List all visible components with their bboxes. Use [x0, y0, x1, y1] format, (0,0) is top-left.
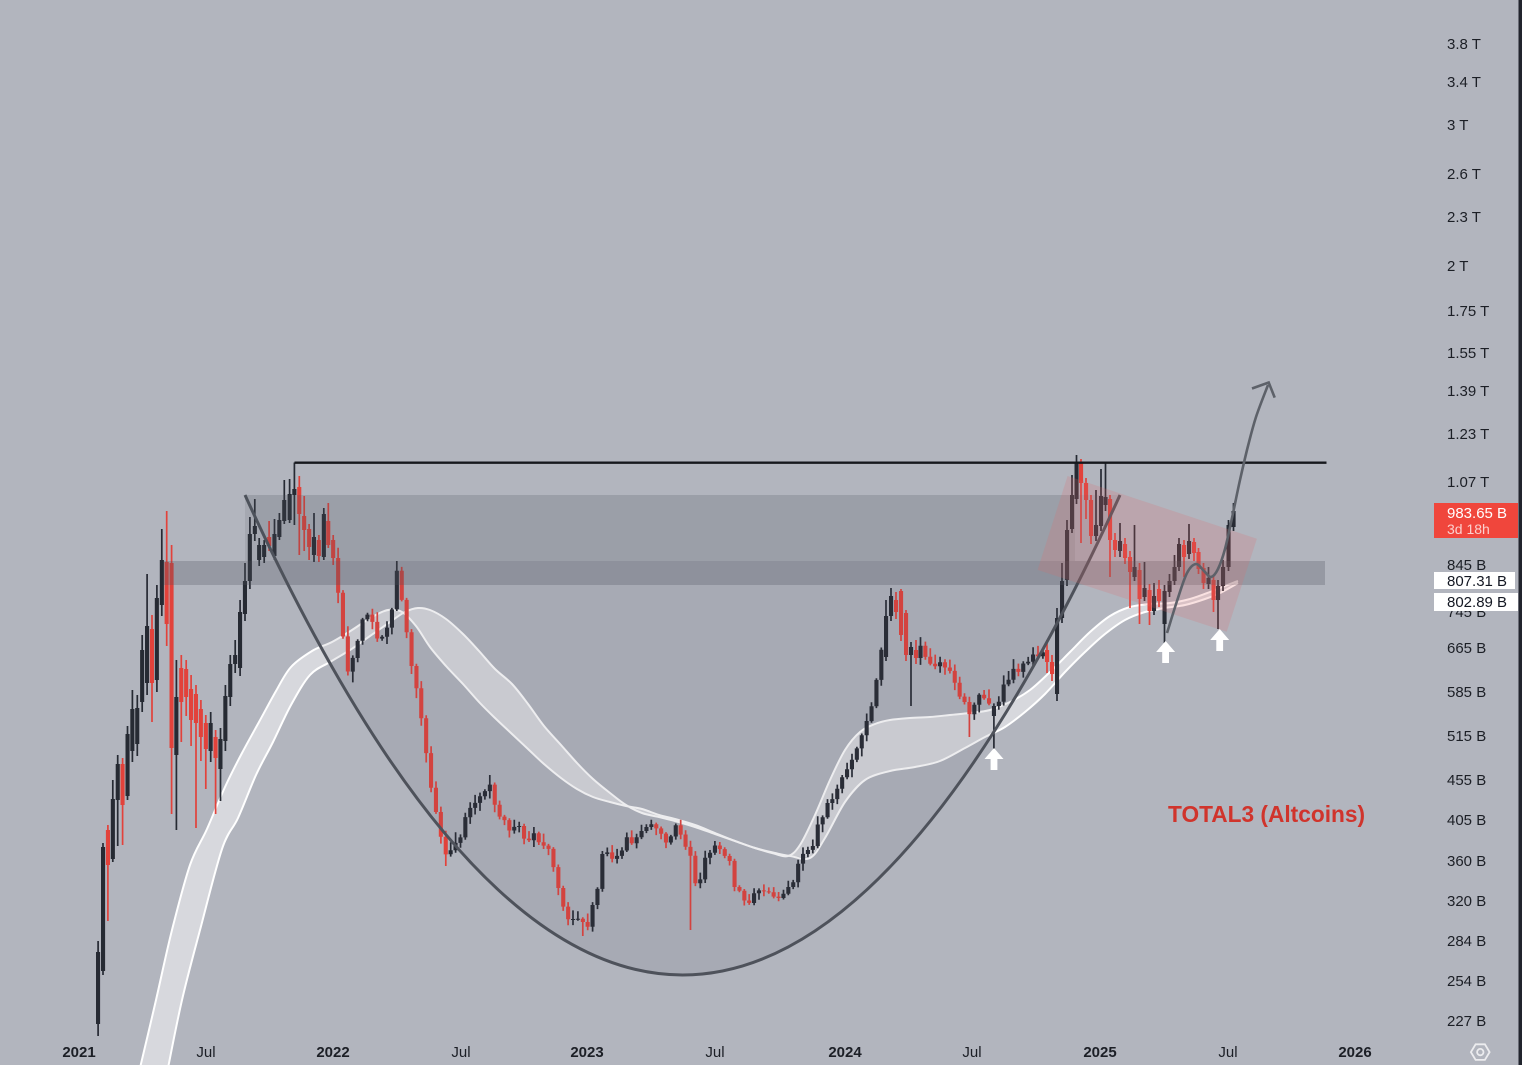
svg-text:807.31 B: 807.31 B [1447, 573, 1507, 590]
svg-text:2021: 2021 [62, 1044, 95, 1061]
svg-text:802.89 B: 802.89 B [1447, 594, 1507, 611]
svg-text:Jul: Jul [705, 1044, 724, 1061]
svg-text:1.23 T: 1.23 T [1447, 426, 1489, 443]
svg-text:2.3 T: 2.3 T [1447, 209, 1481, 226]
svg-text:455 B: 455 B [1447, 772, 1486, 789]
svg-text:2025: 2025 [1083, 1044, 1116, 1061]
svg-text:Jul: Jul [196, 1044, 215, 1061]
svg-text:2026: 2026 [1338, 1044, 1371, 1061]
svg-text:1.55 T: 1.55 T [1447, 345, 1489, 362]
svg-text:284 B: 284 B [1447, 933, 1486, 950]
svg-text:585 B: 585 B [1447, 684, 1486, 701]
svg-text:515 B: 515 B [1447, 728, 1486, 745]
svg-text:2 T: 2 T [1447, 258, 1468, 275]
svg-text:1.75 T: 1.75 T [1447, 303, 1489, 320]
svg-text:360 B: 360 B [1447, 853, 1486, 870]
svg-text:2.6 T: 2.6 T [1447, 166, 1481, 183]
svg-text:3d 18h: 3d 18h [1447, 521, 1490, 537]
svg-text:3 T: 3 T [1447, 117, 1468, 134]
svg-text:Jul: Jul [1218, 1044, 1237, 1061]
svg-text:320 B: 320 B [1447, 893, 1486, 910]
svg-text:254 B: 254 B [1447, 973, 1486, 990]
svg-text:3.4 T: 3.4 T [1447, 74, 1481, 91]
svg-text:2022: 2022 [316, 1044, 349, 1061]
svg-text:Jul: Jul [451, 1044, 470, 1061]
svg-text:845 B: 845 B [1447, 557, 1486, 574]
svg-text:2023: 2023 [570, 1044, 603, 1061]
svg-text:227 B: 227 B [1447, 1013, 1486, 1030]
svg-text:2024: 2024 [828, 1044, 862, 1061]
svg-text:3.8 T: 3.8 T [1447, 36, 1481, 53]
svg-text:405 B: 405 B [1447, 812, 1486, 829]
svg-text:665 B: 665 B [1447, 640, 1486, 657]
svg-text:1.39 T: 1.39 T [1447, 383, 1489, 400]
svg-text:Jul: Jul [962, 1044, 981, 1061]
svg-text:983.65 B: 983.65 B [1447, 505, 1507, 522]
svg-text:1.07 T: 1.07 T [1447, 474, 1489, 491]
svg-text:TOTAL3 (Altcoins): TOTAL3 (Altcoins) [1168, 801, 1365, 827]
